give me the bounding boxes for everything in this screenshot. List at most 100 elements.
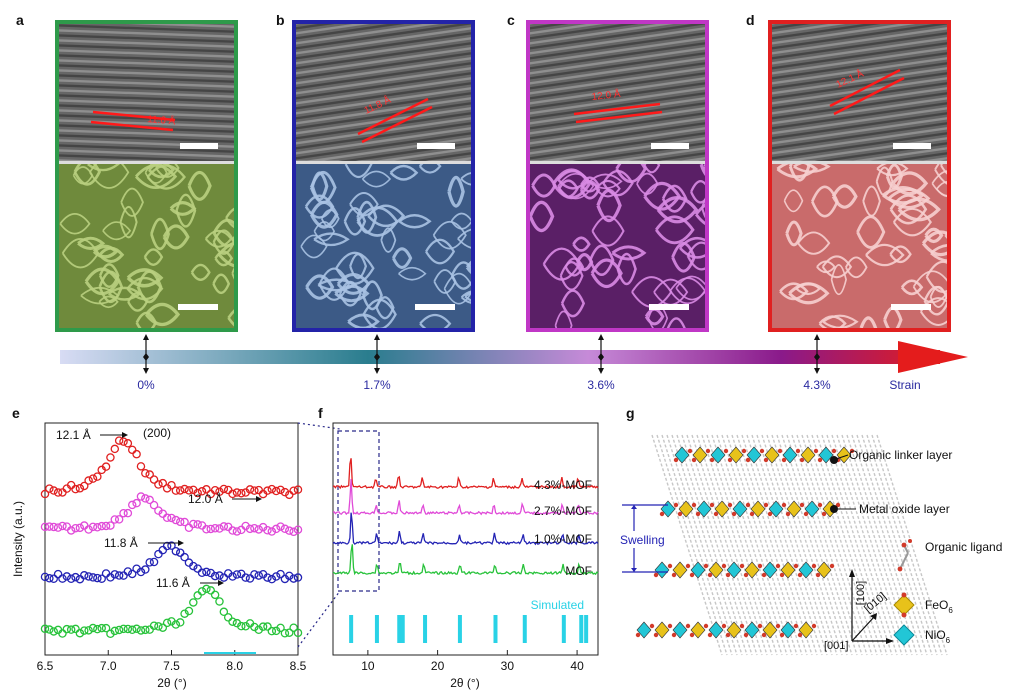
data-point xyxy=(136,626,146,635)
octahedron xyxy=(750,500,766,518)
svg-text:NiO6: NiO6 xyxy=(925,628,951,645)
data-point xyxy=(49,627,58,636)
data-point xyxy=(110,515,120,524)
peak-annotation: 11.8 Å xyxy=(104,535,138,550)
data-point xyxy=(106,629,115,639)
octahedron xyxy=(690,621,706,639)
data-point xyxy=(93,573,102,583)
tem-image-b: 11.8 Å xyxy=(296,24,471,161)
data-point xyxy=(263,486,272,495)
data-point xyxy=(127,445,137,455)
data-point xyxy=(228,526,237,535)
data-point xyxy=(53,523,63,532)
data-point xyxy=(202,567,211,577)
data-point xyxy=(215,597,224,606)
data-point xyxy=(114,625,124,635)
data-point xyxy=(49,522,58,532)
x-axis-label-e: 2θ (°) xyxy=(157,676,186,690)
data-point xyxy=(88,573,98,582)
simulated-peak xyxy=(400,615,405,643)
simulated-peak xyxy=(584,615,589,643)
strain-axis-label: Strain xyxy=(889,378,921,392)
strain-tick-1: 1.7% xyxy=(363,378,391,392)
data-point xyxy=(245,524,255,534)
data-series-f xyxy=(333,458,599,490)
octahedron xyxy=(744,621,760,639)
data-point xyxy=(271,524,281,534)
series-label: 1.0%-MOF xyxy=(534,532,592,546)
data-point xyxy=(197,568,207,578)
data-point xyxy=(184,606,194,616)
x-tick-labels-f: 10 20 30 40 xyxy=(361,650,584,673)
xrd-zoom-series xyxy=(40,436,303,639)
x-tick-label: 40 xyxy=(570,659,584,673)
data-point xyxy=(58,521,67,531)
strain-tick-0: 0% xyxy=(137,378,155,392)
data-point xyxy=(132,498,141,508)
tem-image-d: 12.1 Å xyxy=(772,24,947,161)
xrd-pattern-series xyxy=(332,458,599,576)
data-point xyxy=(167,541,176,550)
data-point xyxy=(154,549,163,559)
data-point xyxy=(97,574,106,583)
data-point xyxy=(66,625,76,634)
data-point xyxy=(241,521,250,531)
scale-bar xyxy=(415,304,455,310)
simulated-peak xyxy=(579,615,584,643)
data-point xyxy=(215,571,224,580)
data-point xyxy=(232,527,242,536)
data-point xyxy=(171,515,181,525)
data-point xyxy=(71,484,80,494)
data-point xyxy=(162,618,172,628)
legend-ligand: Organic ligand xyxy=(897,539,1002,572)
peak-annotation: 11.6 Å xyxy=(156,575,190,590)
axis-100-label: [100] xyxy=(855,581,867,605)
x-tick-label: 7.5 xyxy=(163,659,180,673)
data-point xyxy=(250,622,259,632)
peak-index-label: (200) xyxy=(143,426,171,440)
data-point xyxy=(66,574,76,583)
data-point xyxy=(189,519,198,529)
x-tick-label: 10 xyxy=(361,659,375,673)
data-point xyxy=(132,449,141,459)
data-point xyxy=(40,572,50,582)
data-point xyxy=(62,624,72,634)
octahedron xyxy=(768,500,784,518)
data-point xyxy=(223,485,233,495)
octahedron xyxy=(672,561,688,579)
simulated-label: Simulated xyxy=(531,598,584,612)
data-point xyxy=(154,480,163,489)
data-point xyxy=(263,573,272,582)
sem-image-b xyxy=(296,163,471,328)
octahedron xyxy=(636,621,652,639)
data-point xyxy=(84,626,93,635)
data-point xyxy=(158,478,168,488)
data-point xyxy=(285,571,294,581)
data-series-f xyxy=(332,479,599,516)
octahedron xyxy=(690,561,706,579)
data-point xyxy=(167,513,176,523)
scale-bar xyxy=(178,304,218,310)
scale-bar xyxy=(417,142,455,149)
octahedron xyxy=(654,561,670,579)
data-point xyxy=(250,570,259,579)
panel-letter-a: a xyxy=(16,12,24,28)
data-point xyxy=(141,494,150,503)
data-point xyxy=(123,508,133,518)
data-point xyxy=(223,613,233,622)
strain-bar xyxy=(60,334,968,374)
octahedron xyxy=(816,561,832,579)
data-point xyxy=(45,574,54,583)
data-point xyxy=(237,525,246,535)
data-point xyxy=(101,569,111,578)
strain-markers xyxy=(143,334,820,374)
data-point xyxy=(101,521,111,531)
octahedron xyxy=(714,500,730,518)
data-point xyxy=(119,624,128,634)
data-point xyxy=(271,486,281,496)
x-tick-label: 6.5 xyxy=(37,659,54,673)
x-axis-label-f: 2θ (°) xyxy=(450,676,479,690)
octahedron xyxy=(654,621,670,639)
data-point xyxy=(62,572,72,581)
panel-letter-b: b xyxy=(276,12,285,28)
